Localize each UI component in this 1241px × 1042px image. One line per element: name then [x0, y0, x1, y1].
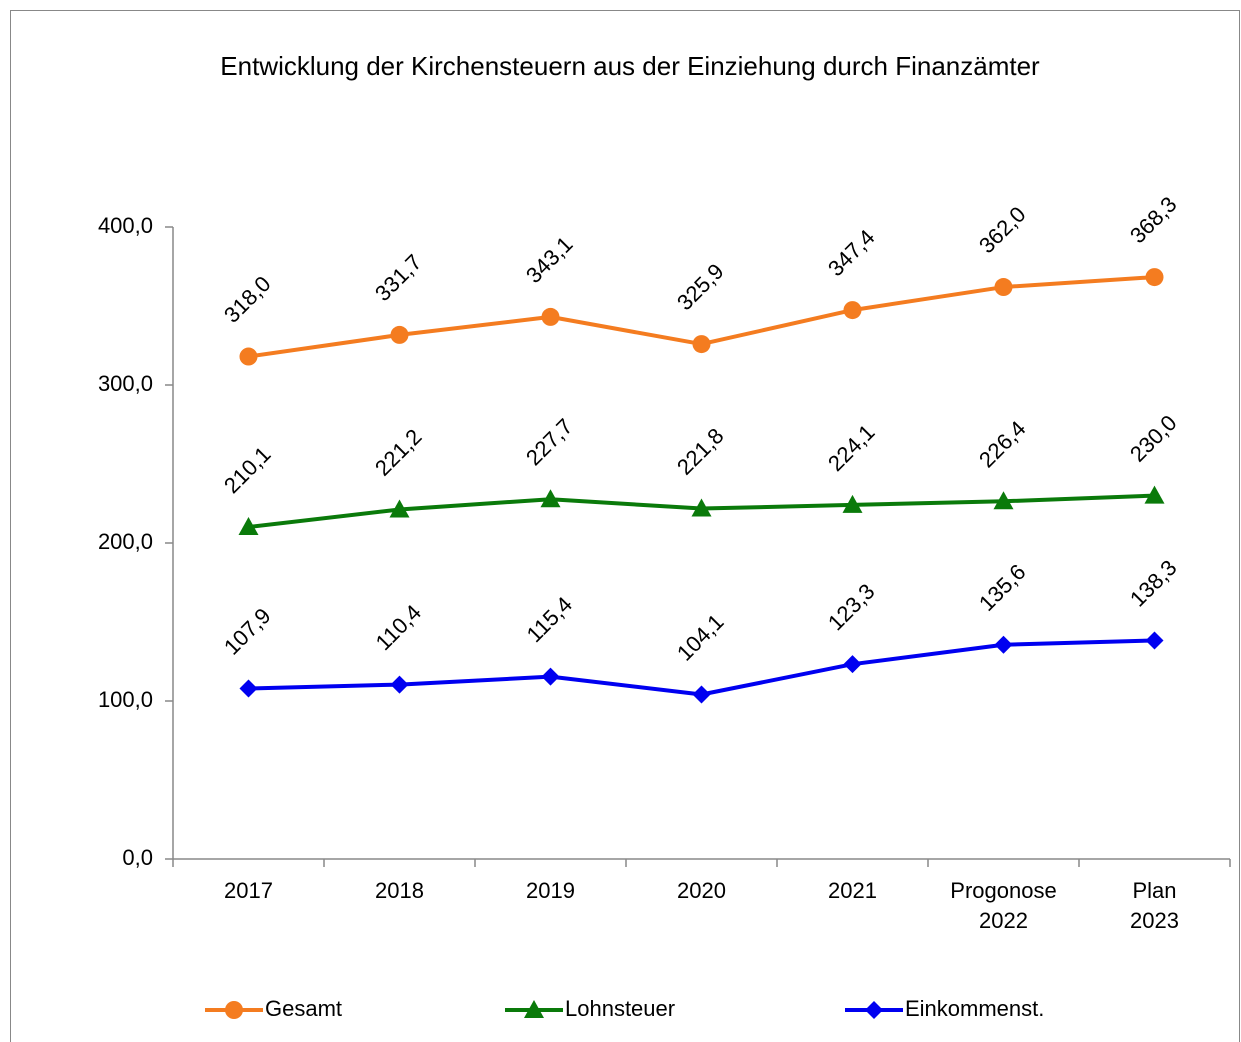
data-label: 230,0 [1125, 410, 1182, 467]
data-label: 226,4 [974, 416, 1031, 473]
data-label: 123,3 [823, 579, 880, 636]
chart-border [10, 10, 1240, 1042]
data-label: 210,1 [219, 442, 276, 499]
chart-title: Entwicklung der Kirchensteuern aus der E… [220, 51, 1040, 81]
x-tick-label: 2018 [375, 878, 424, 903]
data-label: 115,4 [522, 592, 577, 647]
data-label: 107,9 [219, 603, 276, 660]
marker [390, 325, 409, 344]
marker [225, 1001, 243, 1019]
data-label: 227,7 [521, 414, 578, 471]
marker [389, 499, 410, 518]
data-label: 110,4 [371, 600, 426, 655]
data-label: 331,7 [370, 249, 427, 306]
marker [842, 494, 863, 513]
data-label: 368,3 [1125, 192, 1182, 249]
y-tick-label: 200,0 [98, 529, 153, 554]
marker [692, 685, 711, 704]
data-label: 325,9 [672, 259, 729, 316]
marker [524, 1000, 544, 1018]
data-label: 135,6 [974, 559, 1031, 616]
y-tick-label: 0,0 [122, 845, 153, 870]
marker [691, 498, 712, 517]
data-label: 318,0 [219, 271, 276, 328]
marker [541, 667, 560, 686]
data-label: 138,3 [1125, 555, 1182, 612]
marker [540, 489, 561, 508]
marker [1145, 268, 1164, 287]
marker [994, 635, 1013, 654]
marker [239, 679, 258, 698]
data-label: 221,2 [370, 424, 427, 481]
marker [692, 335, 711, 354]
legend-label: Einkommenst. [905, 996, 1044, 1021]
y-tick-label: 300,0 [98, 371, 153, 396]
marker [994, 278, 1013, 297]
data-label: 347,4 [823, 225, 880, 282]
data-label: 104,1 [672, 609, 729, 666]
legend-label: Lohnsteuer [565, 996, 675, 1021]
marker [238, 517, 259, 536]
x-tick-label: Plan 2023 [1130, 878, 1179, 933]
x-tick-label: 2020 [677, 878, 726, 903]
x-tick-label: Progonose 2022 [950, 878, 1057, 933]
marker [239, 347, 258, 366]
x-tick-label: 2019 [526, 878, 575, 903]
data-label: 221,8 [672, 423, 729, 480]
data-label: 224,1 [823, 419, 880, 476]
data-label: 343,1 [521, 231, 578, 288]
marker [993, 491, 1014, 510]
marker [865, 1001, 883, 1019]
marker [843, 301, 862, 320]
x-tick-label: 2021 [828, 878, 877, 903]
marker [1144, 485, 1165, 504]
data-label: 362,0 [974, 202, 1031, 259]
y-tick-label: 100,0 [98, 687, 153, 712]
marker [1145, 631, 1164, 650]
x-tick-label: 2017 [224, 878, 273, 903]
y-tick-label: 400,0 [98, 213, 153, 238]
legend-label: Gesamt [265, 996, 342, 1021]
marker [843, 655, 862, 674]
marker [390, 675, 409, 694]
marker [541, 307, 560, 326]
